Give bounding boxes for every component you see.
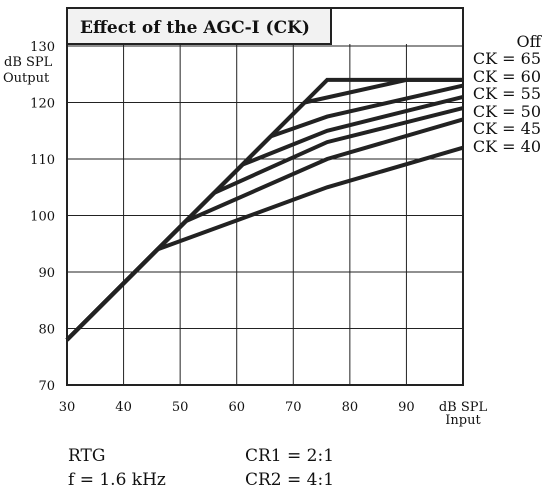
series-lines bbox=[65, 77, 464, 342]
series-line-6 bbox=[65, 145, 464, 342]
title-box: Effect of the AGC-I (CK) bbox=[66, 7, 332, 45]
title-background bbox=[66, 7, 332, 45]
footnote-cr1: CR1 = 2:1 bbox=[245, 446, 335, 466]
y-tick-label-80: 80 bbox=[38, 323, 55, 338]
chart-title: Effect of the AGC-I (CK) bbox=[80, 18, 310, 38]
legend-label-4: CK = 50 bbox=[473, 102, 541, 121]
y-axis-label-line-2: Output bbox=[3, 71, 50, 86]
grid bbox=[67, 44, 463, 385]
legend-label-1: CK = 65 bbox=[473, 49, 541, 68]
y-tick-label-110: 110 bbox=[30, 153, 55, 168]
x-tick-label-40: 40 bbox=[115, 400, 132, 415]
footnote-cr2: CR2 = 4:1 bbox=[245, 470, 335, 490]
series-line-3 bbox=[65, 94, 464, 342]
x-axis-label-line-1: dB SPL bbox=[439, 400, 488, 415]
y-tick-label-130: 130 bbox=[30, 40, 55, 55]
x-tick-label-90: 90 bbox=[398, 400, 415, 415]
legend-label-6: CK = 40 bbox=[473, 137, 541, 156]
y-axis-ticks: 70 80 90 100 110 120 130 bbox=[30, 40, 55, 394]
legend-label-2: CK = 60 bbox=[473, 67, 541, 86]
y-tick-label-100: 100 bbox=[30, 210, 55, 225]
legend-label-5: CK = 45 bbox=[473, 119, 541, 138]
y-tick-label-70: 70 bbox=[38, 379, 55, 394]
legend-label-3: CK = 55 bbox=[473, 84, 541, 103]
y-tick-label-90: 90 bbox=[38, 266, 55, 281]
x-tick-label-70: 70 bbox=[285, 400, 302, 415]
x-tick-label-30: 30 bbox=[59, 400, 76, 415]
x-tick-label-50: 50 bbox=[172, 400, 189, 415]
x-axis-label-line-2: Input bbox=[445, 413, 481, 428]
legend-label-0: Off bbox=[517, 32, 543, 51]
y-axis-label-line-1: dB SPL bbox=[4, 55, 53, 70]
y-tick-label-120: 120 bbox=[30, 97, 55, 112]
x-tick-label-80: 80 bbox=[342, 400, 359, 415]
footnote-rtg: RTG bbox=[68, 446, 106, 466]
y-axis-label: dB SPL Output bbox=[3, 55, 53, 86]
x-axis-label: dB SPL Input bbox=[439, 400, 488, 428]
series-line-5 bbox=[65, 117, 464, 342]
x-tick-label-60: 60 bbox=[228, 400, 245, 415]
x-axis-ticks: 30 40 50 60 70 80 90 bbox=[59, 400, 415, 415]
footnote-frequency: f = 1.6 kHz bbox=[68, 470, 166, 490]
